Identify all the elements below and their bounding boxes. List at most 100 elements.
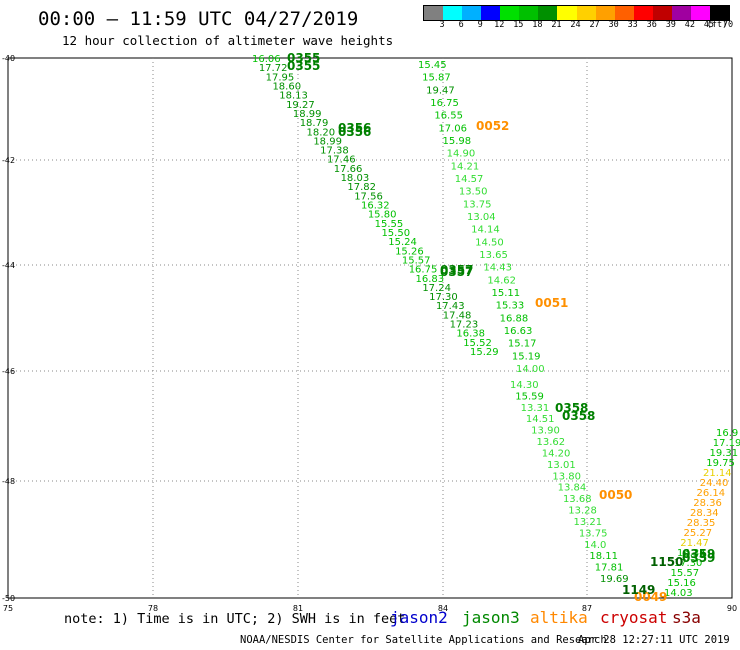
track-value: 15.33 xyxy=(496,301,525,312)
pass-label: 1149 xyxy=(622,583,655,597)
track-value: 17.72 xyxy=(259,63,288,74)
pass-label: 0357 xyxy=(440,263,473,277)
legend-swatch xyxy=(576,6,596,20)
track-value: 14.21 xyxy=(451,161,480,172)
legend-swatch xyxy=(462,6,482,20)
pass-label: 1150 xyxy=(650,555,683,569)
x-tick-label: 87 xyxy=(582,604,592,613)
y-tick-label: -44 xyxy=(2,261,15,270)
track-value: 15.26 xyxy=(395,246,424,257)
track-value: 14.00 xyxy=(516,364,545,375)
pass-label: 0359 xyxy=(682,551,715,565)
track-value: 17.24 xyxy=(422,283,451,294)
pass-label: 0355 xyxy=(287,51,320,65)
legend-unit: (ft) xyxy=(706,20,728,30)
y-tick-label: -42 xyxy=(2,156,15,165)
track-value: 15.57 xyxy=(671,568,700,579)
legend-label: 3 xyxy=(439,20,445,30)
track-value: 16.32 xyxy=(361,201,390,212)
track-value: 14.90 xyxy=(447,149,476,160)
track-value: 13.28 xyxy=(568,506,597,517)
track-value: 13.21 xyxy=(574,517,603,528)
track-value: 14.43 xyxy=(483,263,512,274)
track-value: 16.34 xyxy=(677,548,706,559)
legend-swatch xyxy=(709,6,729,20)
track-value: 24.40 xyxy=(700,478,729,489)
track-value: 15.24 xyxy=(388,237,417,248)
track-value: 18.60 xyxy=(272,81,301,92)
track-value: 13.75 xyxy=(579,528,608,539)
track-value: 17.95 xyxy=(266,72,295,83)
x-tick-label: 84 xyxy=(438,604,448,613)
track-value: 17.06 xyxy=(438,123,467,134)
track-value: 18.11 xyxy=(589,551,618,562)
pass-label: 0358 xyxy=(562,409,595,423)
track-value: 14.03 xyxy=(664,588,693,599)
track-value: 14.50 xyxy=(475,237,504,248)
x-tick-label: 78 xyxy=(148,604,158,613)
legend-swatch xyxy=(519,6,539,20)
color-legend xyxy=(423,5,730,21)
track-value: 16.55 xyxy=(434,111,463,122)
pass-label: 0356 xyxy=(338,121,371,135)
track-value: 18.99 xyxy=(293,109,322,120)
track-value: 13.62 xyxy=(536,437,565,448)
legend-label: 39 xyxy=(665,20,676,30)
track-value: 17.46 xyxy=(327,155,356,166)
track-value: 14.30 xyxy=(510,380,539,391)
track-value: 15.19 xyxy=(512,351,541,362)
track-value: 15.52 xyxy=(463,338,492,349)
grid-lines xyxy=(8,58,732,598)
timestamp-text: Apr 28 12:27:11 UTC 2019 xyxy=(578,634,730,646)
pass-label: 0051 xyxy=(535,296,568,310)
track-value: 19.27 xyxy=(286,100,315,111)
legend-label: 27 xyxy=(589,20,600,30)
legend-label: 15 xyxy=(513,20,524,30)
track-value: 14.51 xyxy=(526,414,555,425)
track-value: 15.57 xyxy=(402,255,431,266)
page-subtitle: 12 hour collection of altimeter wave hei… xyxy=(62,33,394,48)
track-value: 19.47 xyxy=(426,85,455,96)
track-value: 18.13 xyxy=(279,91,308,102)
track-value: 13.04 xyxy=(467,212,496,223)
legend-label: 24 xyxy=(570,20,581,30)
y-tick-label: -40 xyxy=(2,54,15,63)
map-frame xyxy=(7,57,733,599)
legend-label: 30 xyxy=(608,20,619,30)
track-value: 13.84 xyxy=(558,483,587,494)
y-tick-label: -50 xyxy=(2,594,15,603)
legend-label: 45 xyxy=(703,20,715,30)
legend-label: 6 xyxy=(458,20,464,30)
legend-label: 33 xyxy=(627,20,638,30)
x-tick-label: 90 xyxy=(727,604,737,613)
track-value: 17.66 xyxy=(334,164,363,175)
x-axis-labels: 75 78 81 84 87 90 xyxy=(3,604,737,613)
color-legend-labels: 3 6 9 12 15 18 21 24 27 30 33 36 39 42 45 70 (ft) xyxy=(423,20,734,32)
track-value: 28.35 xyxy=(687,518,716,529)
note-text: note: 1) Time is in UTC; 2) SWH is in fe… xyxy=(64,611,406,627)
track-value: 16.83 xyxy=(416,274,445,285)
track-value: 17.19 xyxy=(713,438,740,449)
track-value: 17.30 xyxy=(674,558,703,569)
legend-swatch xyxy=(500,6,520,20)
track-value: 15.87 xyxy=(422,73,451,84)
legend-label: 36 xyxy=(646,20,657,30)
legend-swatch xyxy=(690,6,710,20)
track-value: 17.56 xyxy=(354,191,383,202)
track-value: 14.14 xyxy=(471,225,500,236)
x-tick-label: 81 xyxy=(293,604,303,613)
legend-swatch xyxy=(557,6,577,20)
track-value: 15.98 xyxy=(443,136,472,147)
legend-swatch xyxy=(424,6,444,20)
track-values: 16.0617.7217.9518.6018.1319.2718.9918.79… xyxy=(252,54,740,599)
legend-swatch xyxy=(633,6,653,20)
mission-jason2: jason2 xyxy=(390,608,448,627)
track-value: 25.27 xyxy=(684,528,713,539)
legend-label: 21 xyxy=(551,20,562,30)
track-value: 15.29 xyxy=(470,347,499,358)
track-value: 17.48 xyxy=(443,310,472,321)
track-value: 28.36 xyxy=(693,498,722,509)
track-value: 16.9 xyxy=(716,428,738,439)
mission-jason3: jason3 xyxy=(462,608,520,627)
